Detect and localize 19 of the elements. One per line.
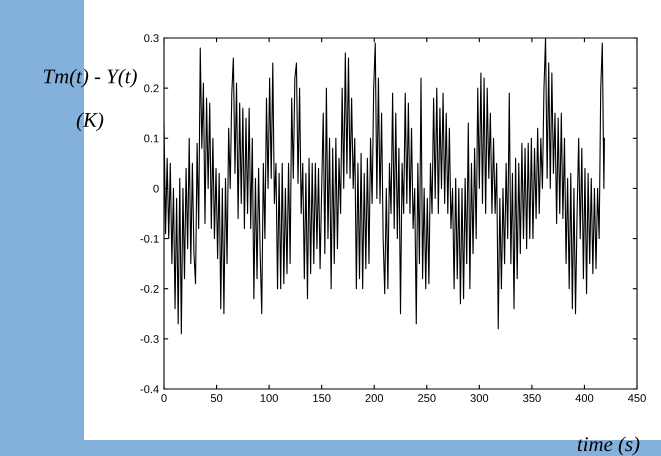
x-axis-title: time (s) [578, 436, 640, 456]
y-tick-label: -0.4 [140, 385, 159, 394]
y-tick-label: 0 [153, 184, 159, 193]
y-tick-label: 0.2 [144, 84, 159, 92]
x-tick-label: 0 [161, 394, 167, 402]
x-tick-label: 300 [470, 394, 488, 402]
y-tick-label: 0.3 [144, 34, 159, 42]
y-tick-label: -0.1 [140, 234, 159, 243]
x-tick-label: 200 [366, 394, 384, 402]
x-tick-label: 250 [418, 394, 436, 402]
x-tick-label: 450 [628, 394, 646, 402]
x-tick-label: 400 [575, 394, 594, 402]
y-tick-label: 0.1 [144, 134, 159, 142]
y-tick-label: -0.3 [140, 335, 159, 343]
x-tick-label: 350 [523, 394, 541, 402]
y-tick-label: -0.2 [140, 284, 159, 293]
x-tick-label: 50 [210, 394, 222, 402]
x-tick-label: 150 [313, 394, 330, 402]
x-tick-label: 100 [260, 394, 278, 402]
